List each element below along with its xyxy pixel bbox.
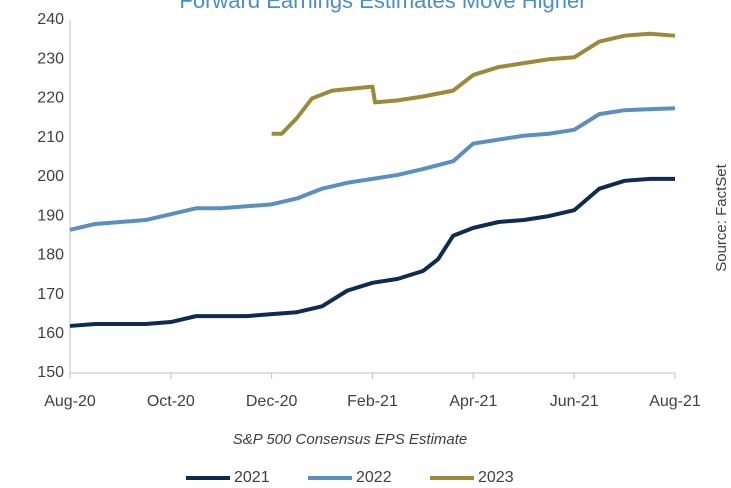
y-tick-label: 150: [37, 364, 64, 381]
y-tick-label: 220: [37, 90, 64, 107]
series-line: [69, 106, 676, 232]
x-tick-label: Jun-21: [550, 393, 599, 410]
legend-label: 2023: [478, 469, 514, 486]
x-tick-label: Apr-21: [449, 393, 497, 410]
source-note: Source: FactSet: [713, 163, 730, 271]
y-tick-label: 210: [37, 129, 64, 146]
x-tick-label: Aug-21: [649, 393, 701, 410]
x-tick-label: Feb-21: [347, 393, 398, 410]
series-line: [271, 31, 676, 136]
x-tick-label: Dec-20: [246, 393, 298, 410]
y-tick-label: 240: [37, 11, 64, 28]
x-axis-title: S&P 500 Consensus EPS Estimate: [233, 431, 468, 448]
x-tick-label: Oct-20: [147, 393, 195, 410]
y-tick-label: 180: [37, 247, 64, 264]
y-tick-label: 190: [37, 207, 64, 224]
y-tick-label: 200: [37, 168, 64, 185]
y-tick-label: 160: [37, 325, 64, 342]
series-line: [69, 176, 675, 328]
legend-label: 2021: [234, 469, 270, 486]
y-tick-label: 170: [37, 286, 64, 303]
legend-label: 2022: [356, 469, 392, 486]
y-tick-label: 230: [37, 50, 64, 67]
x-tick-label: Aug-20: [44, 393, 96, 410]
chart-title: Forward Earnings Estimates Move Higher: [179, 0, 586, 13]
